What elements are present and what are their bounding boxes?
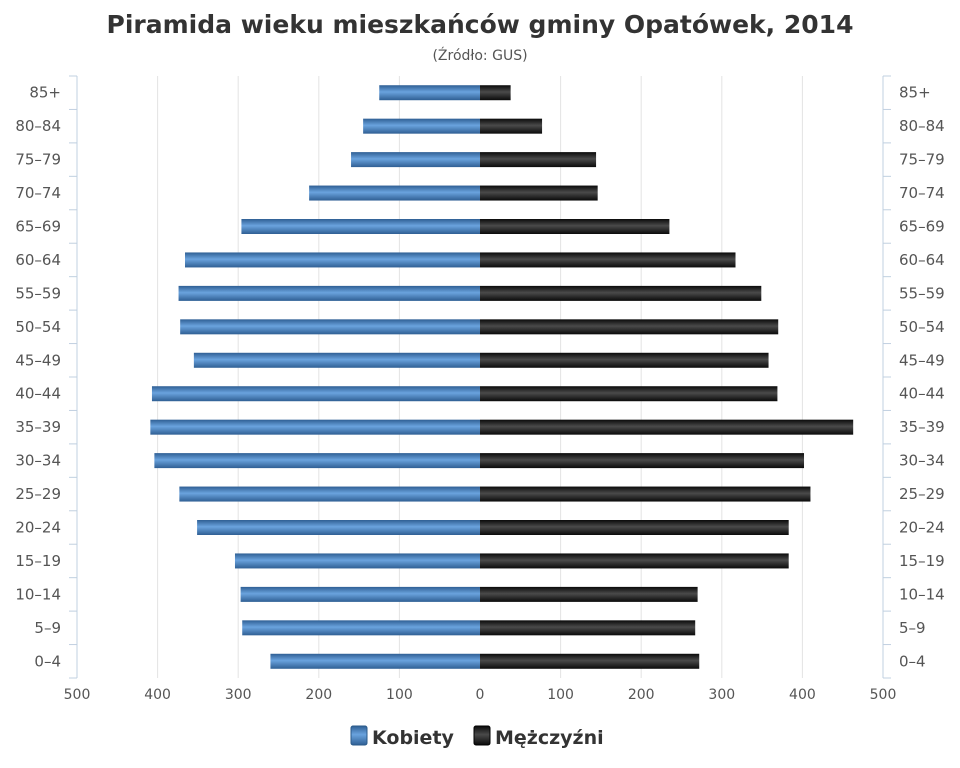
chart-subtitle: (Źródło: GUS) — [432, 46, 527, 64]
category-label-left: 30–34 — [15, 452, 61, 470]
bar-kobiety-45-49[interactable] — [193, 352, 480, 368]
legend-label: Mężczyźni — [495, 727, 604, 749]
category-label-right: 30–34 — [899, 452, 945, 470]
bar-kobiety-40-44[interactable] — [151, 386, 480, 402]
x-tick-label: 500 — [870, 687, 897, 703]
x-tick-label: 300 — [708, 687, 735, 703]
bar-mezczyzni-30-34[interactable] — [480, 453, 805, 469]
bar-kobiety-0-4[interactable] — [270, 653, 480, 669]
bar-kobiety-5-9[interactable] — [242, 620, 480, 636]
bar-mezczyzni-20-24[interactable] — [480, 520, 789, 535]
category-label-right: 80–84 — [899, 117, 945, 135]
category-label-left: 50–54 — [15, 318, 61, 336]
legend-label: Kobiety — [372, 727, 455, 749]
bar-mezczyzni-55-59[interactable] — [480, 285, 762, 301]
legend-swatch — [473, 725, 491, 746]
category-label-right: 5–9 — [899, 619, 926, 637]
x-tick-label: 0 — [476, 687, 485, 703]
x-axis-tick-labels: 500 400 300 200 100 0 100 200 300 400 500 — [64, 687, 897, 703]
x-tick-label: 400 — [144, 687, 171, 703]
bar-mezczyzni-40-44[interactable] — [480, 386, 778, 402]
legend-swatch — [350, 725, 368, 746]
bar-mezczyzni-25-29[interactable] — [480, 486, 811, 502]
category-label-left: 35–39 — [15, 418, 61, 436]
x-tick-label: 200 — [628, 687, 655, 703]
category-label-left: 5–9 — [34, 619, 61, 637]
category-label-right: 65–69 — [899, 218, 945, 236]
category-label-right: 15–19 — [899, 552, 945, 570]
category-label-left: 45–49 — [15, 351, 61, 369]
axes — [69, 75, 891, 679]
bar-kobiety-35-39[interactable] — [150, 419, 480, 435]
legend-item-mezczyzni[interactable]: Mężczyźni — [473, 725, 604, 749]
bar-kobiety-25-29[interactable] — [179, 486, 480, 502]
category-label-right: 20–24 — [899, 519, 945, 537]
bars — [150, 85, 854, 669]
bar-kobiety-30-34[interactable] — [154, 453, 480, 469]
legend-item-kobiety[interactable]: Kobiety — [350, 725, 455, 749]
category-label-left: 0–4 — [34, 652, 61, 670]
category-label-left: 80–84 — [15, 117, 61, 135]
category-label-left: 85+ — [29, 84, 61, 102]
x-tick-label: 200 — [305, 687, 332, 703]
x-tick-label: 100 — [547, 687, 574, 703]
category-label-left: 40–44 — [15, 385, 61, 403]
x-tick-label: 100 — [386, 687, 413, 703]
category-label-left: 75–79 — [15, 151, 61, 169]
bar-kobiety-20-24[interactable] — [197, 520, 480, 535]
category-label-left: 15–19 — [15, 552, 61, 570]
category-label-right: 40–44 — [899, 385, 945, 403]
category-label-right: 45–49 — [899, 351, 945, 369]
category-label-right: 25–29 — [899, 485, 945, 503]
bar-mezczyzni-80-84[interactable] — [480, 118, 543, 134]
bar-kobiety-70-74[interactable] — [309, 185, 480, 201]
bar-mezczyzni-65-69[interactable] — [480, 219, 670, 234]
category-label-left: 10–14 — [15, 585, 61, 603]
bar-mezczyzni-45-49[interactable] — [480, 352, 769, 368]
category-label-left: 65–69 — [15, 218, 61, 236]
bar-kobiety-15-19[interactable] — [234, 553, 480, 569]
category-label-left: 20–24 — [15, 519, 61, 537]
x-tick-label: 500 — [64, 687, 91, 703]
category-label-right: 50–54 — [899, 318, 945, 336]
bar-kobiety-85+[interactable] — [379, 85, 480, 101]
bar-kobiety-50-54[interactable] — [180, 319, 480, 335]
category-label-right: 10–14 — [899, 585, 945, 603]
category-label-right: 75–79 — [899, 151, 945, 169]
category-label-right: 35–39 — [899, 418, 945, 436]
x-tick-label: 400 — [789, 687, 816, 703]
category-label-left: 55–59 — [15, 284, 61, 302]
category-label-left: 25–29 — [15, 485, 61, 503]
bar-kobiety-55-59[interactable] — [178, 285, 480, 301]
category-label-right: 85+ — [899, 84, 931, 102]
bar-kobiety-80-84[interactable] — [363, 118, 480, 134]
bar-mezczyzni-35-39[interactable] — [480, 419, 854, 435]
category-label-right: 70–74 — [899, 184, 945, 202]
category-label-right: 60–64 — [899, 251, 945, 269]
bar-mezczyzni-70-74[interactable] — [480, 185, 598, 201]
bar-mezczyzni-5-9[interactable] — [480, 620, 696, 636]
bar-kobiety-75-79[interactable] — [351, 152, 480, 168]
category-label-left: 70–74 — [15, 184, 61, 202]
category-label-right: 55–59 — [899, 284, 945, 302]
x-tick-label: 300 — [225, 687, 252, 703]
bar-mezczyzni-60-64[interactable] — [480, 252, 736, 268]
category-labels-right: 85+ 80–84 75–79 70–74 65–69 60–64 55–59 50–54 45… — [899, 84, 945, 671]
bar-kobiety-60-64[interactable] — [185, 252, 480, 268]
category-labels-left: 85+ 80–84 75–79 70–74 65–69 60–64 55–59 50–54 45… — [15, 84, 61, 671]
category-label-left: 60–64 — [15, 251, 61, 269]
bar-mezczyzni-85+[interactable] — [480, 85, 511, 101]
bar-mezczyzni-15-19[interactable] — [480, 553, 789, 569]
bar-mezczyzni-50-54[interactable] — [480, 319, 779, 335]
bar-mezczyzni-75-79[interactable] — [480, 152, 597, 168]
bar-mezczyzni-10-14[interactable] — [480, 586, 698, 602]
chart-title: Piramida wieku mieszkańców gminy Opatówe… — [107, 10, 854, 39]
bar-mezczyzni-0-4[interactable] — [480, 653, 700, 669]
bar-kobiety-65-69[interactable] — [241, 219, 480, 234]
category-label-right: 0–4 — [899, 652, 926, 670]
legend[interactable]: Kobiety Mężczyźni — [350, 725, 604, 749]
bar-kobiety-10-14[interactable] — [240, 586, 480, 602]
